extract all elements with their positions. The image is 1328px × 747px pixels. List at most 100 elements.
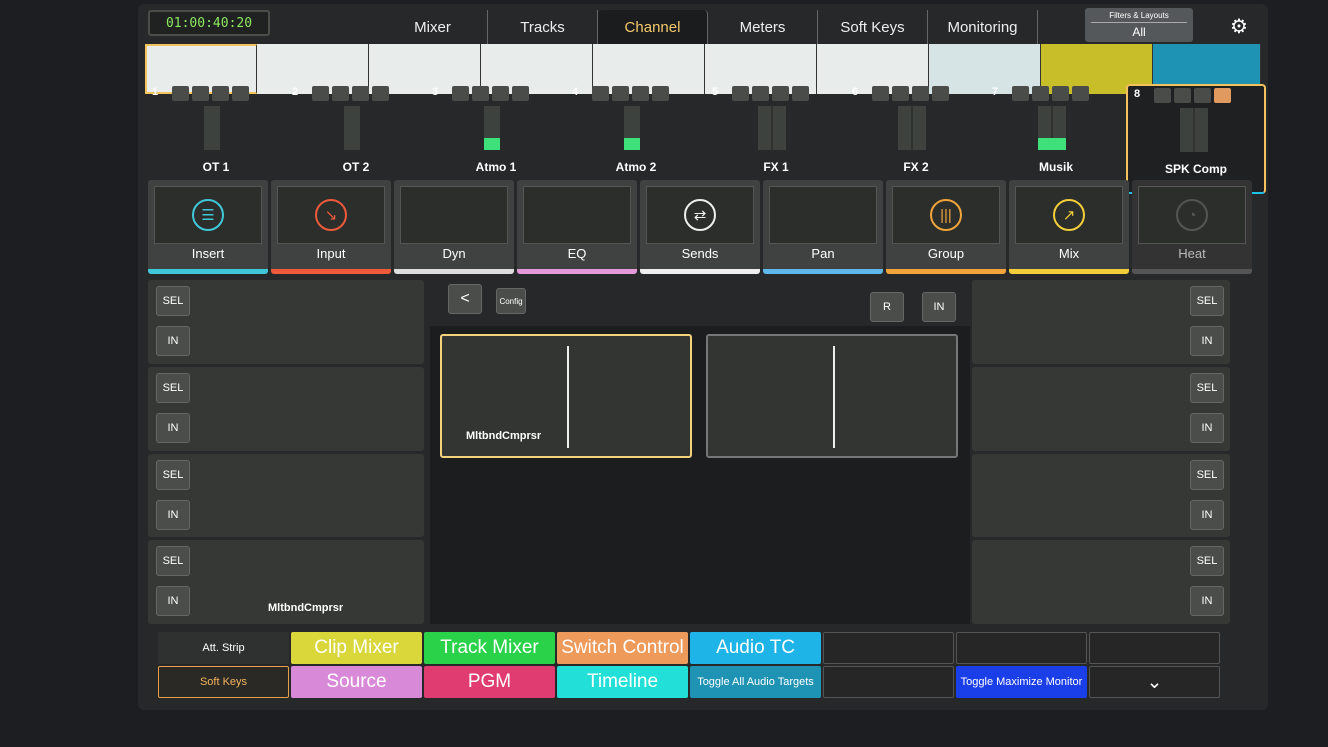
track-toggle-button[interactable] (1012, 86, 1029, 101)
softkey-empty[interactable] (823, 632, 954, 664)
softkey-att-strip[interactable]: Att. Strip (158, 632, 289, 664)
section-sends[interactable]: ⇄ Sends (640, 180, 760, 274)
track-toggle-button[interactable] (352, 86, 369, 101)
plugin-slot-2[interactable] (706, 334, 958, 458)
softkey-audio-tc[interactable]: Audio TC (690, 632, 821, 664)
section-input[interactable]: ↘ Input (271, 180, 391, 274)
in-button[interactable]: IN (156, 586, 190, 617)
sel-button[interactable]: SEL (156, 546, 190, 577)
track-toggle-button[interactable] (872, 86, 889, 101)
r-button[interactable]: R (870, 292, 904, 322)
insert-slot[interactable]: SEL IN MltbndCmprsr (148, 540, 424, 624)
sel-button[interactable]: SEL (156, 286, 190, 316)
section-heat[interactable]: ◔ Heat (1132, 180, 1252, 274)
tab-meters[interactable]: Meters (708, 10, 818, 44)
tab-tracks[interactable]: Tracks (488, 10, 598, 44)
softkey-switch-control[interactable]: Switch Control (557, 632, 688, 664)
track-toggle-button[interactable] (1032, 86, 1049, 101)
track-toggle-button[interactable] (472, 86, 489, 101)
in-button[interactable]: IN (1190, 586, 1224, 617)
track-6[interactable]: 6 FX 2 (846, 84, 986, 194)
in-button[interactable]: IN (1190, 412, 1224, 443)
track-toggle-button[interactable] (492, 86, 509, 101)
in-button[interactable]: IN (156, 412, 190, 443)
track-toggle-button[interactable] (232, 86, 249, 101)
in-button[interactable]: IN (1190, 499, 1224, 530)
track-3[interactable]: 3 Atmo 1 (426, 84, 566, 194)
track-toggle-button[interactable] (592, 86, 609, 101)
filters-layouts-button[interactable]: Filters & Layouts All (1085, 8, 1193, 42)
track-toggle-button[interactable] (1052, 86, 1069, 101)
track-toggle-button[interactable] (212, 86, 229, 101)
track-toggle-button[interactable] (792, 86, 809, 101)
insert-slot[interactable]: SEL IN (148, 453, 424, 538)
sel-button[interactable]: SEL (1190, 372, 1224, 403)
softkey-track-mixer[interactable]: Track Mixer (424, 632, 555, 664)
insert-slot[interactable]: SEL IN (972, 453, 1230, 538)
sel-button[interactable]: SEL (1190, 546, 1224, 577)
plugin-slot-1[interactable]: MltbndCmprsr (440, 334, 692, 458)
track-8[interactable]: 8 SPK Comp (1126, 84, 1266, 194)
track-toggle-button[interactable] (1194, 88, 1211, 103)
track-toggle-button[interactable] (192, 86, 209, 101)
tab-mixer[interactable]: Mixer (378, 10, 488, 44)
softkey-empty[interactable] (956, 632, 1087, 664)
gear-icon[interactable]: ⚙ (1230, 16, 1248, 38)
softkey-empty[interactable] (823, 666, 954, 698)
softkey-clip-mixer[interactable]: Clip Mixer (291, 632, 422, 664)
softkey-toggle-all-audio-targets[interactable]: Toggle All Audio Targets (690, 666, 821, 698)
softkey-soft-keys[interactable]: Soft Keys (158, 666, 289, 698)
softkey-source[interactable]: Source (291, 666, 422, 698)
tab-channel[interactable]: Channel (598, 10, 708, 44)
sel-button[interactable]: SEL (156, 459, 190, 490)
softkey--[interactable]: ⌄ (1089, 666, 1220, 698)
track-2[interactable]: 2 OT 2 (286, 84, 426, 194)
section-insert[interactable]: ☰ Insert (148, 180, 268, 274)
in-button[interactable]: IN (156, 499, 190, 530)
insert-slot[interactable]: SEL IN (972, 540, 1230, 624)
track-toggle-button[interactable] (512, 86, 529, 101)
config-button[interactable]: Config (496, 288, 526, 314)
sel-button[interactable]: SEL (1190, 286, 1224, 316)
track-toggle-button[interactable] (732, 86, 749, 101)
section-pan[interactable]: Pan (763, 180, 883, 274)
track-toggle-button[interactable] (932, 86, 949, 101)
track-toggle-button[interactable] (312, 86, 329, 101)
track-toggle-button[interactable] (452, 86, 469, 101)
tab-monitoring[interactable]: Monitoring (928, 10, 1038, 44)
track-toggle-button[interactable] (752, 86, 769, 101)
track-5[interactable]: 5 FX 1 (706, 84, 846, 194)
section-mix[interactable]: ↗ Mix (1009, 180, 1129, 274)
track-toggle-button[interactable] (1214, 88, 1231, 103)
track-toggle-button[interactable] (172, 86, 189, 101)
section-eq[interactable]: EQ (517, 180, 637, 274)
sel-button[interactable]: SEL (156, 372, 190, 403)
softkey-timeline[interactable]: Timeline (557, 666, 688, 698)
back-button[interactable]: < (448, 284, 482, 314)
track-toggle-button[interactable] (1072, 86, 1089, 101)
track-toggle-button[interactable] (612, 86, 629, 101)
in-button[interactable]: IN (922, 292, 956, 322)
insert-slot[interactable]: SEL IN (148, 366, 424, 451)
insert-slot[interactable]: SEL IN (972, 280, 1230, 364)
track-toggle-button[interactable] (772, 86, 789, 101)
timecode-display[interactable]: 01:00:40:20 (148, 10, 270, 36)
softkey-toggle-maximize-monitor[interactable]: Toggle Maximize Monitor (956, 666, 1087, 698)
track-toggle-button[interactable] (332, 86, 349, 101)
section-group[interactable]: ||| Group (886, 180, 1006, 274)
track-toggle-button[interactable] (1174, 88, 1191, 103)
track-toggle-button[interactable] (892, 86, 909, 101)
softkey-empty[interactable] (1089, 632, 1220, 664)
track-toggle-button[interactable] (372, 86, 389, 101)
track-toggle-button[interactable] (652, 86, 669, 101)
in-button[interactable]: IN (1190, 326, 1224, 356)
softkey-pgm[interactable]: PGM (424, 666, 555, 698)
track-toggle-button[interactable] (1154, 88, 1171, 103)
in-button[interactable]: IN (156, 326, 190, 356)
insert-slot[interactable]: SEL IN (148, 280, 424, 364)
track-7[interactable]: 7 Musik (986, 84, 1126, 194)
track-4[interactable]: 4 Atmo 2 (566, 84, 706, 194)
tab-soft-keys[interactable]: Soft Keys (818, 10, 928, 44)
sel-button[interactable]: SEL (1190, 459, 1224, 490)
track-toggle-button[interactable] (632, 86, 649, 101)
